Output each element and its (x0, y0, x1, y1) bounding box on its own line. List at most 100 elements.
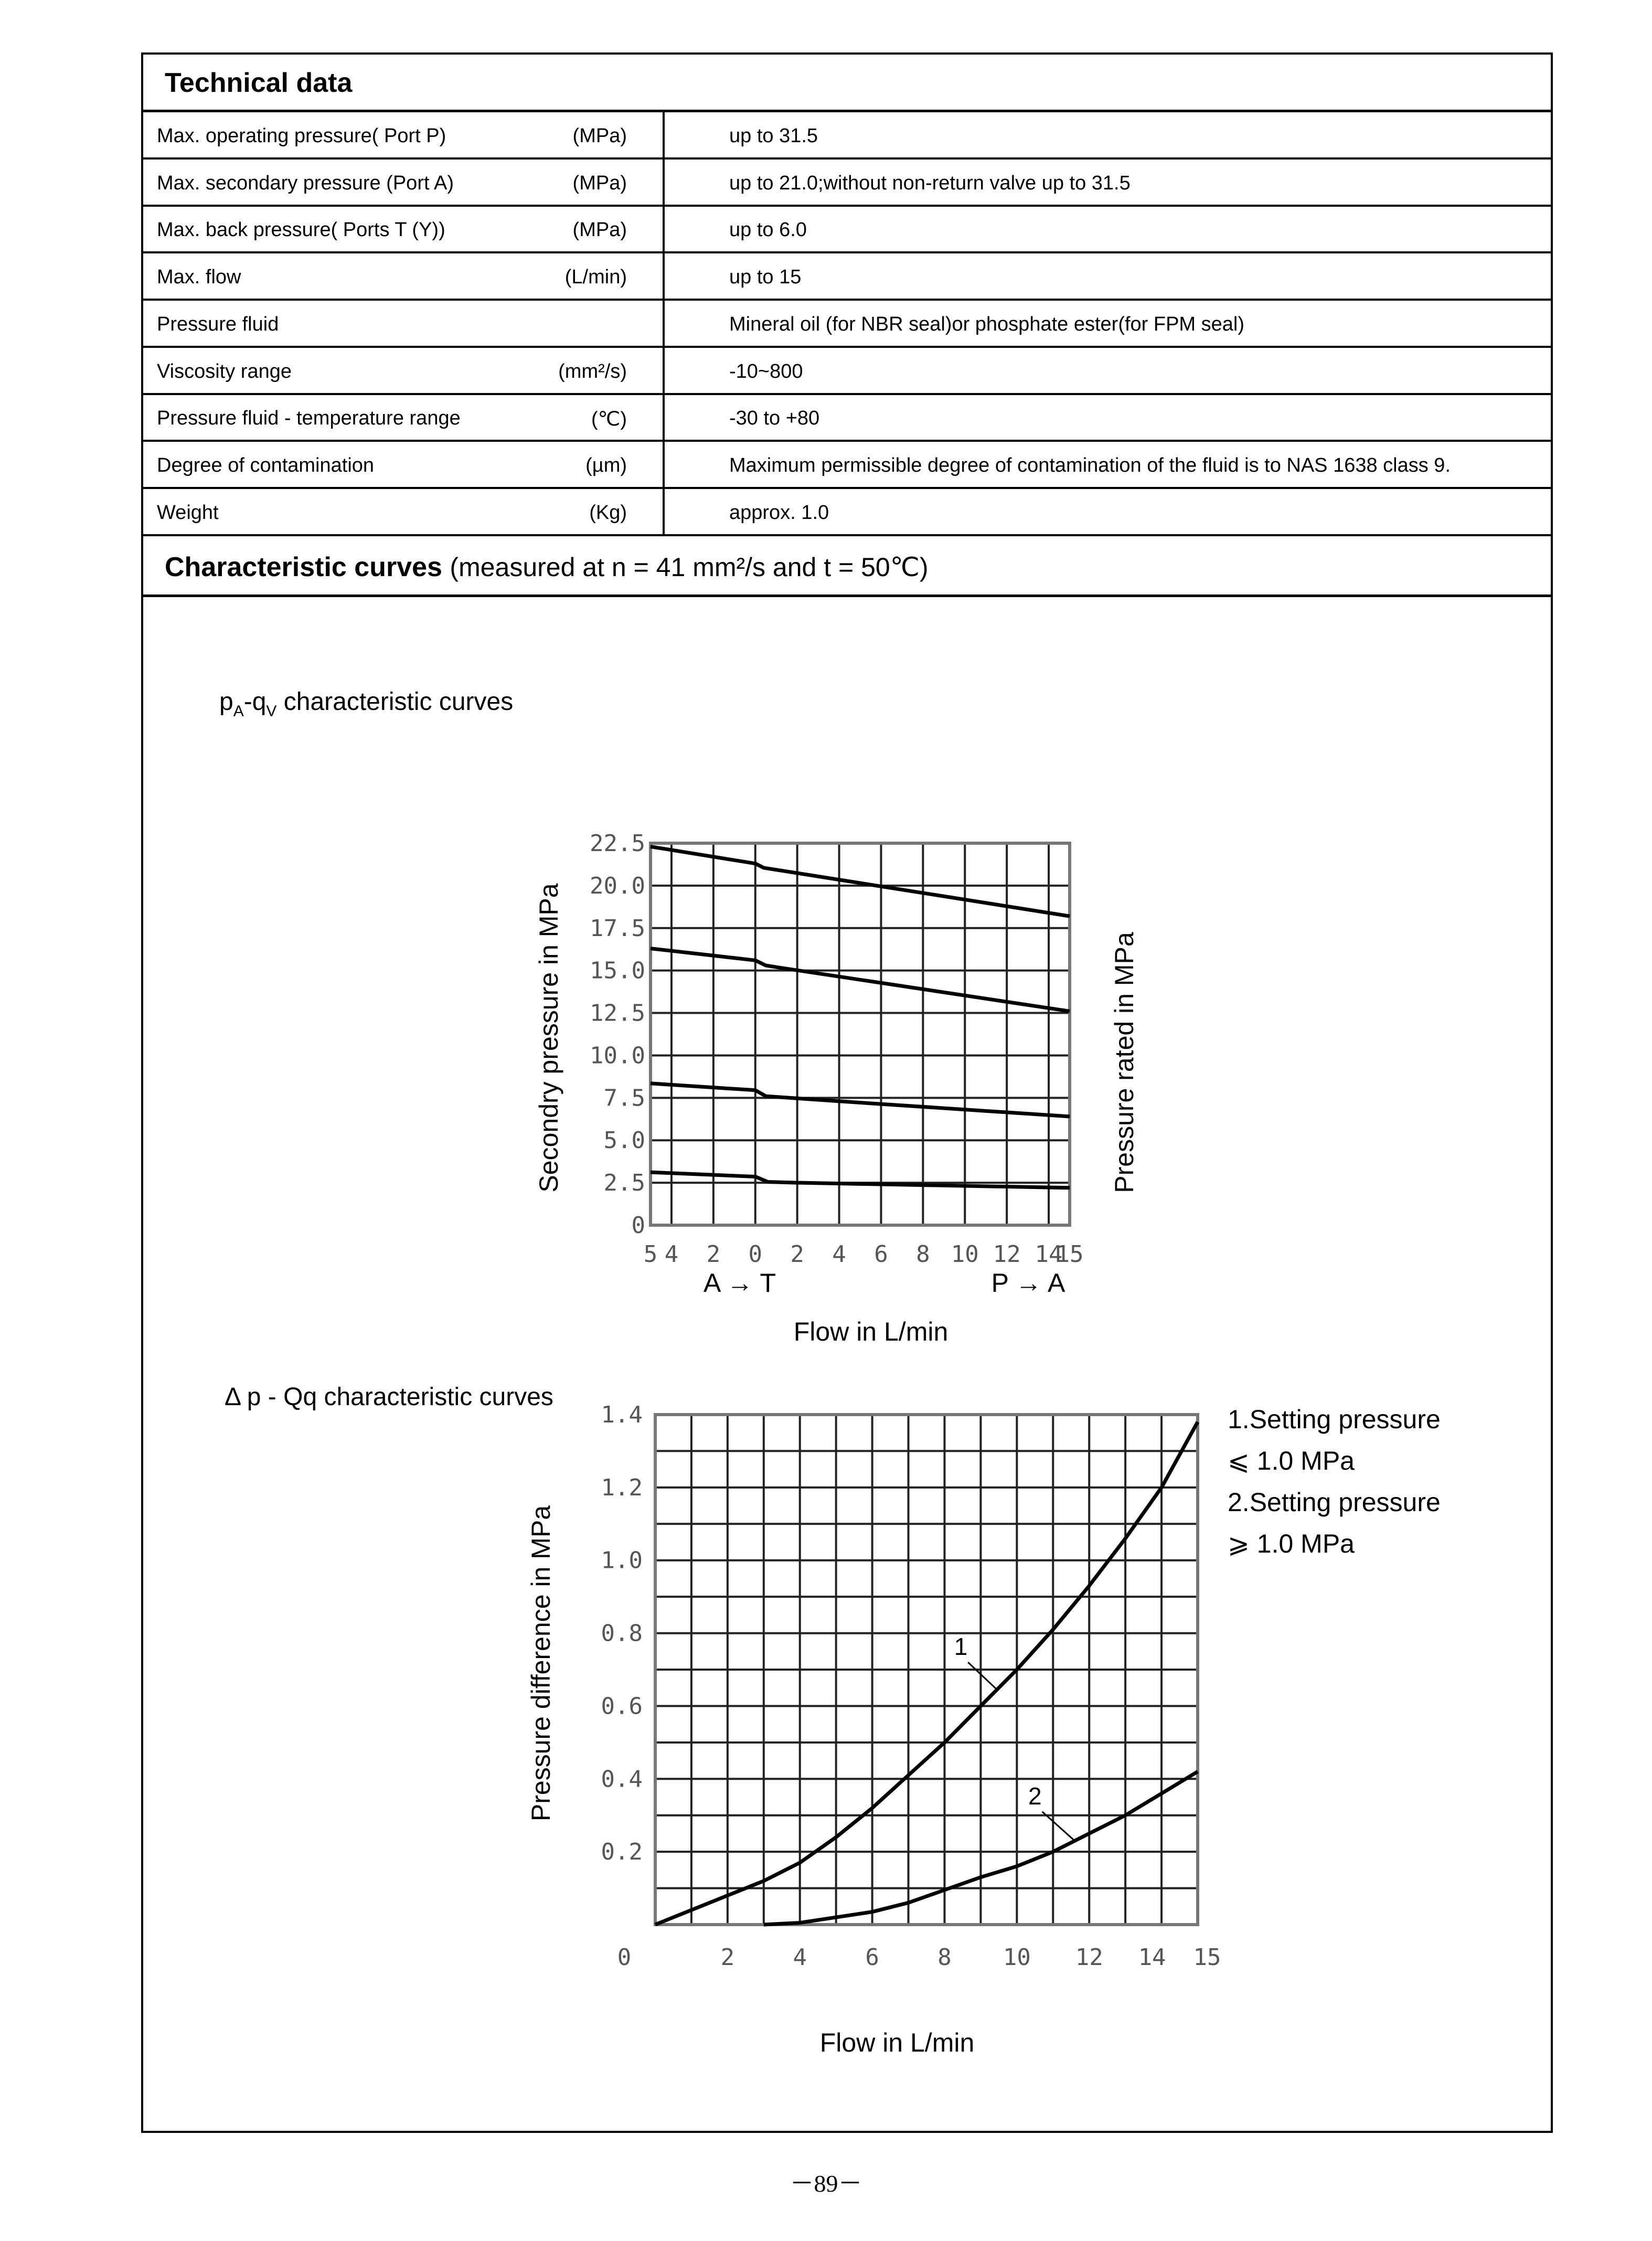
parameter-unit: (MPa) (572, 219, 627, 241)
parameter-unit: (L/min) (564, 266, 627, 289)
parameter-value: Mineral oil (for NBR seal)or phosphate e… (729, 313, 1245, 335)
y-tick-label: 0.2 (601, 1839, 643, 1865)
parameter-name: Max. flow (157, 266, 241, 289)
x-tick-label: 5 (644, 1241, 658, 1268)
origin-label: 0 (617, 1944, 632, 1971)
y-tick-label: 10.0 (590, 1042, 645, 1069)
parameter-value: -30 to +80 (729, 407, 820, 430)
column-divider (663, 206, 665, 254)
parameter-name: Pressure fluid - temperature range (157, 407, 461, 430)
parameter-name: Pressure fluid (157, 313, 279, 335)
y-tick-label: 2.5 (604, 1170, 645, 1196)
x-tick-label: 12 (993, 1241, 1021, 1268)
column-divider (663, 112, 665, 160)
series-line-2 (650, 947, 1070, 1013)
plot-border (649, 842, 1071, 1227)
x-axis-label: Flow in L/min (820, 2028, 975, 2057)
parameter-value: approx. 1.0 (729, 501, 829, 524)
table-row: Max. secondary pressure (Port A) (MPa) up … (141, 159, 1553, 207)
table-row: Degree of contamination (µm) Maximum permi… (141, 441, 1553, 489)
y-axis-label: Secondry pressure in MPa (534, 883, 563, 1192)
chart1-title: pA-qV characteristic curves (219, 687, 513, 720)
y-tick-label: 5.0 (604, 1127, 645, 1154)
x-tick-label: 8 (916, 1241, 930, 1268)
legend-text: 2.Setting pressure (1228, 1488, 1441, 1517)
table-row: Viscosity range (mm²/s) -10~800 (141, 347, 1553, 395)
x-tick-label: 6 (874, 1241, 888, 1268)
table-row: Max. flow (L/min) up to 15 (141, 253, 1553, 301)
x-tick-label: 6 (865, 1944, 879, 1971)
page-frame (141, 52, 1553, 2133)
x-tick-label: 12 (1075, 1944, 1103, 1971)
parameter-name: Max. back pressure( Ports T (Y)) (157, 219, 445, 241)
parameter-name: Weight (157, 501, 219, 524)
title-sub-a: A (233, 703, 244, 720)
y-tick-label: 1.0 (601, 1547, 643, 1574)
x-tick-label: 14 (1138, 1944, 1166, 1971)
x-tick-label: 15 (1193, 1944, 1221, 1971)
characteristic-curves-header: Characteristic curves (measured at n = 4… (141, 536, 1553, 597)
y-tick-label: 0.6 (601, 1693, 643, 1719)
title-q: -q (243, 688, 267, 716)
characteristic-curves-label: Characteristic curves (165, 552, 442, 582)
parameter-name: Max. operating pressure( Port P) (157, 125, 446, 147)
column-divider (663, 300, 665, 348)
y-tick-label: 1.4 (601, 1401, 643, 1428)
parameter-value: up to 15 (729, 266, 802, 289)
y-tick-label: 0 (632, 1212, 646, 1239)
curve-leader-1 (967, 1662, 998, 1691)
y-axis-label-right: Pressure rated in MPa (1110, 932, 1139, 1193)
x-tick-label: 0 (749, 1241, 763, 1268)
series-line-3 (650, 1081, 1070, 1119)
y-tick-label: 0.4 (601, 1766, 643, 1792)
table-row: Weight (Kg) approx. 1.0 (141, 488, 1553, 536)
x-tick-label: 10 (1003, 1944, 1031, 1971)
parameter-value: up to 31.5 (729, 125, 818, 147)
y-axis-label: Pressure difference in MPa (526, 1505, 556, 1821)
series-line-1 (654, 1421, 1200, 1927)
x-tick-label: 10 (951, 1241, 979, 1268)
legend-text: 1.Setting pressure (1228, 1405, 1441, 1434)
series-line-2 (763, 1770, 1199, 1927)
parameter-name: Degree of contamination (157, 454, 375, 476)
x-tick-label: 4 (665, 1241, 679, 1268)
table-row: Max. back pressure( Ports T (Y)) (MPa) up … (141, 206, 1553, 254)
series-line-1 (650, 845, 1070, 918)
title-rest: characteristic curves (276, 688, 514, 716)
y-tick-label: 1.2 (601, 1474, 643, 1501)
column-divider (663, 488, 665, 536)
legend-text: ⩽ 1.0 MPa (1228, 1446, 1355, 1475)
x-tick-label: 15 (1056, 1241, 1084, 1268)
y-tick-label: 17.5 (590, 915, 645, 942)
parameter-name: Viscosity range (157, 360, 292, 383)
y-tick-label: 0.8 (601, 1620, 643, 1647)
parameter-value: Maximum permissible degree of contaminat… (729, 454, 1451, 476)
parameter-unit: (mm²/s) (558, 360, 627, 383)
y-tick-label: 22.5 (590, 830, 645, 857)
title-sub-v: V (266, 703, 277, 720)
parameter-value: up to 21.0;without non-return valve up t… (729, 172, 1131, 194)
parameter-value: -10~800 (729, 360, 803, 383)
measurement-condition: (measured at n = 41 mm²/s and t = 50℃) (450, 553, 929, 582)
direction-p-to-a: P → A (992, 1268, 1065, 1298)
column-divider (663, 395, 665, 442)
column-divider (663, 253, 665, 301)
x-tick-label: 4 (832, 1241, 846, 1268)
page-number: －89－ (790, 2170, 862, 2197)
x-tick-label: 2 (790, 1241, 804, 1268)
curve-label-2: 2 (1028, 1782, 1042, 1810)
parameter-unit: (Kg) (589, 501, 627, 524)
parameter-value: up to 6.0 (729, 219, 807, 241)
table-row: Max. operating pressure( Port P) (MPa) up … (141, 112, 1553, 160)
column-divider (663, 347, 665, 395)
y-tick-label: 7.5 (604, 1085, 645, 1111)
parameter-name: Max. secondary pressure (Port A) (157, 172, 454, 194)
table-row: Pressure fluid - temperature range (℃) -30… (141, 395, 1553, 442)
technical-data-title: Technical data (165, 68, 353, 98)
x-tick-label: 8 (937, 1944, 952, 1971)
x-tick-label: 4 (793, 1944, 807, 1971)
y-tick-label: 20.0 (590, 873, 645, 899)
table-row: Pressure fluid Mineral oil (for NBR seal)… (141, 300, 1553, 348)
parameter-unit: (MPa) (572, 172, 627, 194)
